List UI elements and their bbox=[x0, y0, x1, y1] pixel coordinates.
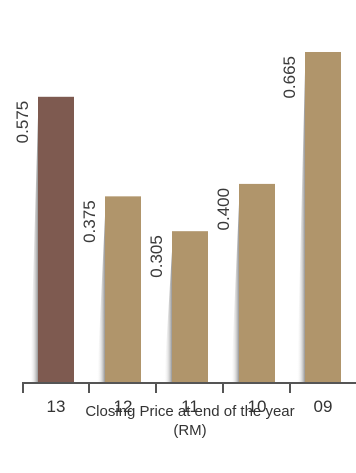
tick-label-13: 13 bbox=[47, 397, 66, 416]
bar-shadow-10 bbox=[231, 203, 239, 383]
bar-shadow-12 bbox=[97, 216, 105, 383]
bars bbox=[38, 52, 341, 383]
bar-shadows bbox=[30, 72, 305, 383]
chart-title-line-1: Closing Price at end of the year bbox=[85, 403, 294, 420]
bar-11 bbox=[172, 231, 208, 383]
tick-label-10: 10 bbox=[248, 397, 267, 416]
chart-title-line-2: (RM) bbox=[173, 422, 206, 439]
bar-09 bbox=[305, 52, 341, 383]
value-labels: 0.575 0.375 0.305 0.400 0.665 bbox=[13, 56, 299, 278]
bar-shadow-09 bbox=[297, 72, 305, 383]
bar-shadow-11 bbox=[164, 251, 172, 383]
value-label-09: 0.665 bbox=[280, 56, 299, 99]
tick-label-11: 11 bbox=[181, 397, 199, 416]
tick-label-12: 12 bbox=[114, 397, 133, 416]
bar-10 bbox=[239, 183, 275, 383]
value-label-13: 0.575 bbox=[13, 101, 32, 144]
bar-shadow-13 bbox=[30, 116, 38, 383]
x-tick-labels: 13 12 11 10 09 bbox=[47, 397, 333, 416]
bar-13 bbox=[38, 96, 74, 383]
value-label-11: 0.305 bbox=[147, 235, 166, 278]
x-axis bbox=[22, 382, 356, 393]
value-label-10: 0.400 bbox=[214, 188, 233, 231]
tick-label-09: 09 bbox=[314, 397, 333, 416]
value-label-12: 0.375 bbox=[80, 200, 99, 243]
bar-12 bbox=[105, 196, 141, 383]
